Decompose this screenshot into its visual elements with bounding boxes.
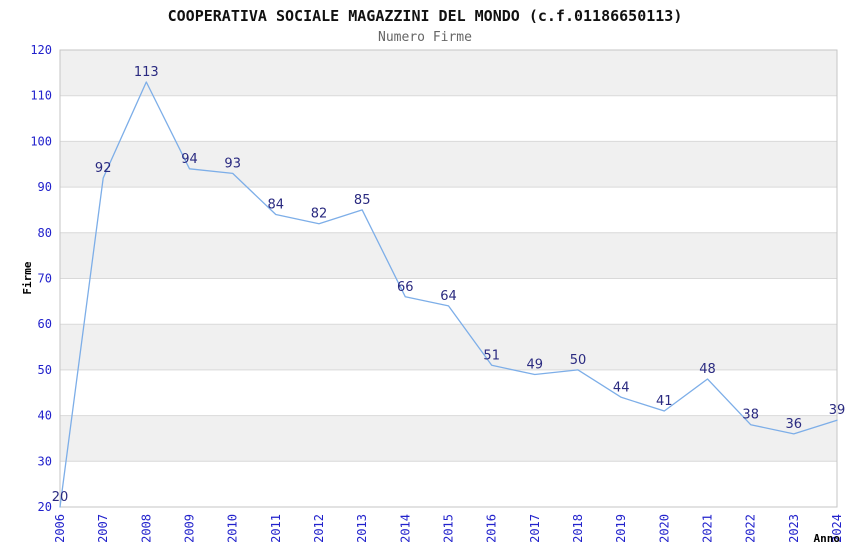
y-tick-label: 110 (30, 89, 52, 103)
series-layer (59, 81, 838, 508)
plot-band (60, 369, 837, 416)
x-tick-label: 2010 (226, 514, 240, 543)
value-label: 38 (742, 408, 759, 423)
y-tick-label: 80 (38, 226, 52, 240)
x-tick-label: 2021 (701, 514, 715, 543)
value-label: 41 (656, 394, 673, 409)
x-tick-label: 2018 (571, 514, 585, 543)
value-label: 66 (397, 280, 414, 295)
value-label: 48 (699, 362, 716, 377)
x-tick-label: 2020 (657, 514, 671, 543)
x-tick-label: 2022 (744, 514, 758, 543)
value-label: 20 (52, 490, 69, 505)
grid-layer (59, 49, 838, 508)
value-label: 82 (311, 207, 328, 222)
value-label: 39 (829, 403, 846, 418)
x-tick-label: 2017 (528, 514, 542, 543)
y-tick-label: 50 (38, 363, 52, 377)
plot-band (60, 141, 837, 188)
plot-band (60, 324, 837, 370)
value-label: 64 (440, 289, 457, 304)
value-label: 92 (95, 161, 112, 176)
chart-title: COOPERATIVA SOCIALE MAGAZZINI DEL MONDO … (168, 7, 683, 25)
x-tick-label: 2019 (614, 514, 628, 543)
x-tick-label: 2006 (53, 514, 67, 543)
line-series (59, 81, 838, 508)
x-tick-label: 2023 (787, 514, 801, 543)
x-axis-title: Anno (814, 532, 841, 545)
plot-band (60, 187, 837, 233)
value-label: 36 (786, 417, 803, 432)
value-label: 50 (570, 353, 587, 368)
x-tick-label: 2016 (485, 514, 499, 543)
plot-band (60, 50, 837, 96)
y-tick-label: 100 (30, 134, 52, 148)
value-label: 49 (527, 358, 544, 373)
plot-band (60, 461, 837, 507)
y-tick-label: 40 (38, 409, 52, 423)
x-tick-label: 2012 (312, 514, 326, 543)
x-axis-ticks: 2006 2007 2008 2009 2010 2011 2012 2013 2014 2015… (53, 514, 844, 543)
x-tick-label: 2015 (442, 514, 456, 543)
plot-band (60, 232, 837, 279)
value-label: 44 (613, 380, 630, 395)
y-tick-label: 20 (38, 500, 52, 514)
y-axis-title: Firme (21, 261, 34, 294)
x-tick-label: 2013 (355, 514, 369, 543)
y-tick-label: 120 (30, 43, 52, 57)
y-tick-label: 60 (38, 317, 52, 331)
y-tick-label: 90 (38, 180, 52, 194)
chart-subtitle: Numero Firme (378, 30, 472, 45)
x-tick-label: 2024 (830, 514, 844, 543)
value-label: 93 (224, 156, 241, 171)
plot-band (60, 95, 837, 142)
x-tick-label: 2011 (269, 514, 283, 543)
value-labels-layer: 20 92 113 94 93 84 82 85 66 64 51 49 50 44 41 48 38 36 39 (52, 65, 846, 505)
bands-layer (60, 50, 837, 507)
plot-border (59, 49, 838, 508)
plot-band (60, 278, 837, 325)
y-tick-label: 70 (38, 272, 52, 286)
x-tick-label: 2014 (398, 514, 412, 543)
value-label: 113 (134, 65, 159, 80)
x-tick-label: 2009 (183, 514, 197, 543)
y-tick-label: 30 (38, 454, 52, 468)
x-tick-label: 2008 (139, 514, 153, 543)
value-label: 85 (354, 193, 371, 208)
x-tick-label: 2007 (96, 514, 110, 543)
value-label: 51 (483, 348, 500, 363)
value-label: 84 (268, 198, 285, 213)
y-axis-ticks: 20 30 40 50 60 70 80 90 100 110 120 (30, 43, 52, 514)
value-label: 94 (181, 152, 198, 167)
plot-band (60, 415, 837, 462)
